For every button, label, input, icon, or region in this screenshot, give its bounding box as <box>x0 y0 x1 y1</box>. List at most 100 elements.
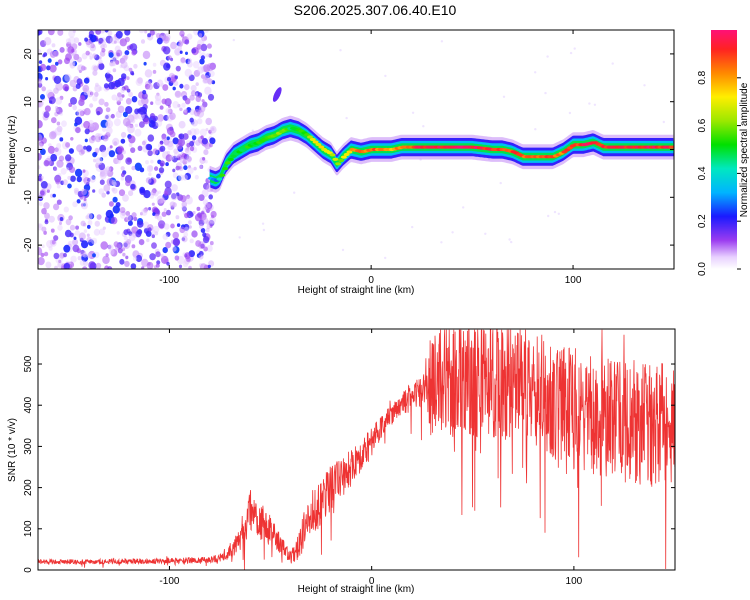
noise-speckle <box>199 128 207 137</box>
noise-speckle <box>133 63 138 69</box>
noise-speckle <box>499 181 502 185</box>
noise-speckle <box>502 95 506 99</box>
noise-speckle <box>92 151 97 158</box>
noise-speckle <box>82 169 86 173</box>
noise-speckle <box>82 260 89 267</box>
noise-speckle <box>138 239 145 246</box>
noise-speckle <box>188 265 192 269</box>
noise-speckle <box>100 119 109 129</box>
noise-speckle <box>41 226 47 232</box>
noise-speckle <box>108 81 116 90</box>
noise-speckle <box>162 84 169 91</box>
noise-speckle <box>534 71 537 74</box>
noise-speckle <box>172 231 179 239</box>
noise-speckle <box>202 75 211 84</box>
x-tick-label: -100 <box>159 275 179 286</box>
noise-speckle <box>117 247 123 254</box>
noise-speckle <box>69 232 74 238</box>
noise-speckle <box>39 63 47 71</box>
noise-speckle <box>207 264 211 269</box>
noise-speckle <box>62 74 70 83</box>
noise-speckle <box>201 99 205 103</box>
ridge-point <box>335 162 342 166</box>
noise-speckle <box>198 105 206 113</box>
noise-speckle <box>643 84 646 87</box>
noise-speckle <box>38 141 44 147</box>
noise-speckle <box>113 118 121 127</box>
y-tick-label: 20 <box>23 48 34 60</box>
noise-speckle <box>116 231 120 235</box>
noise-speckle <box>172 86 176 91</box>
noise-speckle <box>40 94 45 100</box>
noise-speckle <box>75 111 79 116</box>
ridge-point <box>222 167 229 171</box>
noise-speckle <box>161 135 167 141</box>
noise-speckle <box>193 109 201 117</box>
noise-speckle <box>150 229 156 235</box>
noise-speckle <box>122 252 126 257</box>
y-tick-label: -10 <box>23 190 34 205</box>
noise-speckle <box>141 208 148 216</box>
noise-speckle <box>92 53 97 59</box>
noise-speckle <box>195 92 199 97</box>
noise-speckle <box>151 242 157 249</box>
noise-speckle <box>201 137 208 145</box>
noise-speckle <box>170 41 177 50</box>
noise-speckle <box>150 159 154 164</box>
noise-speckle <box>200 263 207 269</box>
noise-speckle <box>187 167 194 175</box>
noise-speckle <box>75 83 81 89</box>
snr-ylabel: SNR (10 * v/v) <box>7 418 18 482</box>
ridge-point <box>332 157 339 161</box>
noise-speckle <box>156 92 160 97</box>
noise-speckle <box>46 89 54 98</box>
noise-speckle <box>183 109 189 115</box>
noise-speckle <box>106 70 111 75</box>
noise-speckle <box>411 225 414 229</box>
noise-speckle <box>156 79 164 87</box>
noise-speckle <box>440 241 443 244</box>
ridge-point <box>309 137 316 142</box>
noise-speckle <box>84 128 90 135</box>
noise-speckle <box>146 165 154 173</box>
noise-speckle <box>141 266 145 269</box>
noise-speckle <box>206 203 211 208</box>
noise-speckle <box>121 73 127 80</box>
colorbar-tick-label: 0.4 <box>697 166 708 180</box>
ridge-point <box>304 133 311 137</box>
noise-speckle <box>99 157 104 162</box>
noise-speckle <box>40 190 45 196</box>
noise-speckle <box>153 82 160 90</box>
noise-speckle <box>58 259 62 263</box>
noise-speckle <box>159 140 164 145</box>
noise-speckle <box>125 255 129 260</box>
noise-speckle <box>74 168 83 177</box>
noise-speckle <box>64 73 72 82</box>
noise-speckle <box>154 213 159 219</box>
noise-speckle <box>128 231 133 237</box>
noise-speckle <box>210 210 217 218</box>
noise-speckle <box>422 125 425 128</box>
noise-speckle <box>169 76 176 84</box>
noise-speckle <box>194 213 202 222</box>
noise-speckle <box>208 53 213 58</box>
noise-speckle <box>124 50 130 56</box>
snr-series-line <box>38 329 675 570</box>
noise-speckle <box>68 36 76 45</box>
noise-speckle <box>178 264 183 269</box>
noise-speckle <box>568 111 572 115</box>
noise-speckle <box>165 107 171 114</box>
noise-speckle <box>125 157 133 165</box>
noise-speckle <box>109 248 115 255</box>
noise-speckle <box>202 232 207 238</box>
noise-speckle <box>172 101 179 109</box>
noise-speckle <box>120 138 126 144</box>
noise-speckle <box>70 137 74 141</box>
noise-speckle <box>48 96 56 105</box>
noise-speckle <box>83 120 91 129</box>
noise-speckle <box>89 123 96 131</box>
noise-speckle <box>148 165 154 171</box>
noise-speckle <box>107 30 113 36</box>
noise-speckle <box>65 38 71 44</box>
noise-speckle <box>57 224 63 231</box>
